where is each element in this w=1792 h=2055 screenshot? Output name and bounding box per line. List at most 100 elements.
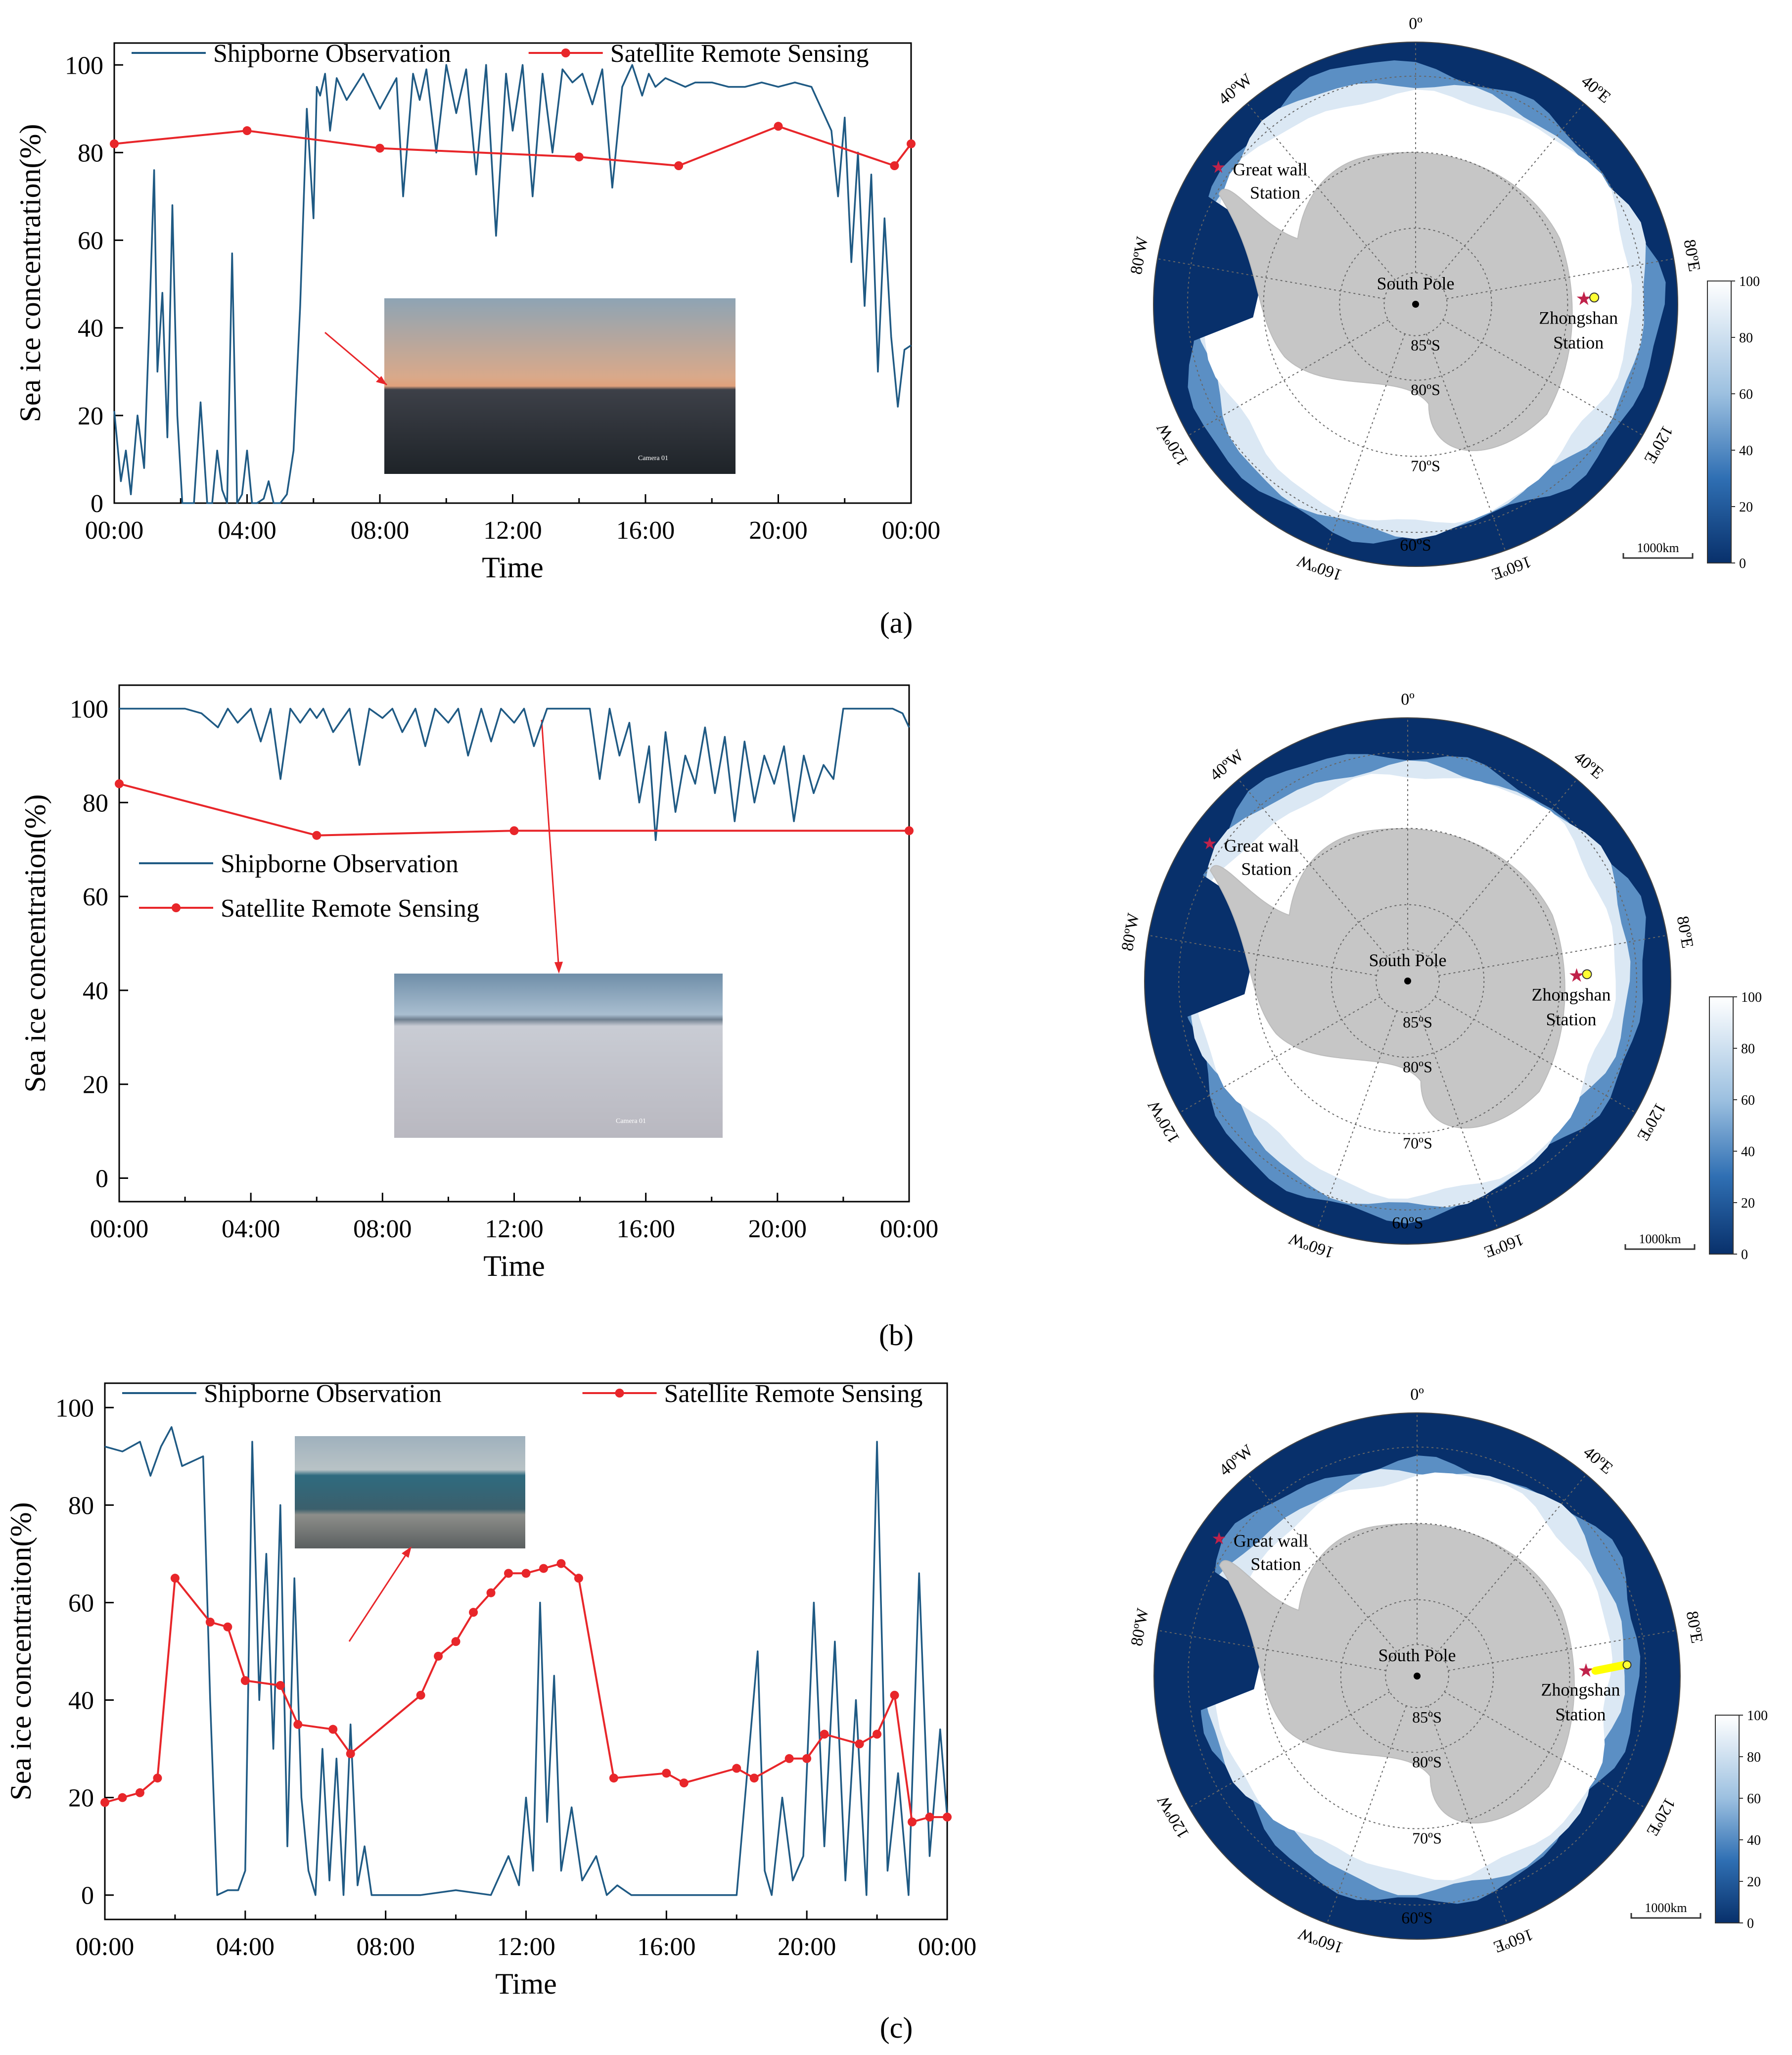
latitude-circle	[1331, 904, 1485, 1058]
y-tick-label: 0	[81, 1882, 94, 1910]
photo-arrow-b	[541, 719, 560, 971]
y-axis-label: Sea ice concentration(%)	[19, 794, 51, 1092]
satellite-point	[674, 161, 684, 170]
zhongshan-label-line2: Station	[1555, 1704, 1606, 1724]
camera-photo-c	[295, 1436, 525, 1548]
shipborne-series-line	[113, 64, 912, 504]
meridian-line	[1325, 333, 1406, 551]
satellite-point	[574, 152, 584, 162]
latitude-label: 70ºS	[1412, 1829, 1442, 1847]
zhongshan-marker: ★	[1577, 1660, 1594, 1681]
satellite-point	[100, 1798, 109, 1807]
x-tick-label: 04:00	[216, 1933, 275, 1961]
pole-marker	[1414, 1673, 1421, 1680]
zhongshan-label-line2: Station	[1553, 332, 1604, 352]
ship-position	[1622, 1660, 1632, 1670]
map-a: South Pole 85ºS 80ºS 70ºS 0º 40ºE 80ºE 120ºE 160…	[1127, 15, 1760, 585]
x-tick-label: 00:00	[882, 516, 940, 545]
x-tick-label: 20:00	[748, 1215, 807, 1243]
scalebar	[1624, 1244, 1696, 1250]
ship-track	[1591, 1661, 1629, 1675]
legend-shipborne-label: Shipborne Observation	[204, 1380, 442, 1408]
longitude-label: 60ºS	[1392, 1214, 1423, 1232]
scalebar	[1630, 1913, 1701, 1919]
longitude-label: 0º	[1409, 15, 1423, 33]
latitude-circle	[1178, 751, 1637, 1211]
colorbar-tick-label: 80	[1747, 1750, 1761, 1765]
legend-satellite-marker	[615, 1389, 624, 1398]
open-water	[1145, 836, 1263, 1034]
x-tick-label: 00:00	[880, 1215, 938, 1243]
latitude-circle	[1340, 1599, 1494, 1753]
great-wall-marker: ★	[1211, 158, 1226, 177]
scalebar	[1622, 553, 1694, 559]
satellite-point	[908, 1817, 917, 1826]
longitude-label: 160ºE	[1482, 1230, 1526, 1261]
x-tick-label: 04:00	[218, 516, 276, 545]
satellite-point	[469, 1608, 478, 1617]
y-tick-label: 100	[65, 51, 103, 80]
colorbar-tick-label: 0	[1747, 1916, 1754, 1931]
x-tick-label: 16:00	[616, 1215, 675, 1243]
pole-label: South Pole	[1369, 950, 1446, 970]
longitude-label: 80ºW	[1128, 1606, 1152, 1647]
meridian-line	[1317, 1010, 1398, 1229]
map-b: South Pole 85ºS 80ºS 70ºS 0º 40ºE 80ºE 120ºE 160…	[1118, 690, 1762, 1262]
satellite-point	[521, 1569, 531, 1578]
pole-label: South Pole	[1378, 1645, 1456, 1665]
longitude-label: 60ºS	[1401, 1909, 1432, 1927]
satellite-point	[240, 1676, 250, 1685]
plot-frame	[104, 1382, 948, 1920]
caption-c: (c)	[879, 2011, 913, 2044]
satellite-point	[679, 1778, 689, 1788]
great-wall-marker: ★	[1202, 835, 1217, 853]
latitude-label: 70ºS	[1411, 457, 1440, 474]
satellite-point	[749, 1774, 759, 1783]
y-axis-label: Sea ice concentraiton(%)	[4, 1502, 37, 1800]
photo-arrow-c	[348, 1548, 411, 1642]
scalebar-label: 1000km	[1645, 1901, 1687, 1915]
satellite-point	[784, 1754, 794, 1763]
y-tick-label: 40	[78, 315, 103, 343]
plot-frame	[113, 42, 912, 504]
x-tick-label: 16:00	[637, 1933, 695, 1961]
longitude-label: 60ºS	[1400, 536, 1431, 555]
satellite-point	[662, 1769, 671, 1778]
x-tick-label: 20:00	[778, 1933, 836, 1961]
x-tick-label: 20:00	[749, 516, 807, 545]
camera-label-b: Camera 01	[616, 1118, 646, 1125]
pole-marker	[1412, 301, 1419, 308]
sea-ice-pack	[1195, 774, 1616, 1199]
y-tick-label: 80	[83, 789, 108, 817]
y-tick-label: 20	[78, 402, 103, 430]
latitude-circle	[1339, 228, 1492, 381]
y-tick-label: 40	[68, 1687, 94, 1715]
x-tick-label: 08:00	[353, 1215, 412, 1243]
meridian-line	[1437, 1474, 1587, 1652]
latitude-circle	[1383, 272, 1448, 336]
satellite-point	[242, 126, 252, 136]
satellite-point	[539, 1564, 548, 1573]
sea-ice-edge	[1179, 754, 1646, 1224]
longitude-label: 80ºW	[1118, 911, 1143, 952]
map-c: South Pole 85ºS 80ºS 70ºS 0º 40ºE 80ºE 120ºE 160…	[1128, 1385, 1768, 1957]
colorbar-tick-label: 60	[1741, 1093, 1755, 1108]
satellite-point	[732, 1764, 741, 1773]
x-tick-label: 00:00	[76, 1933, 134, 1961]
y-tick-label: 20	[68, 1784, 94, 1813]
satellite-point	[135, 1788, 144, 1797]
legend-satellite-label: Satellite Remote Sensing	[221, 894, 479, 923]
latitude-circle	[1376, 949, 1440, 1013]
zhongshan-marker: ★	[1568, 965, 1585, 986]
satellite-point	[110, 139, 119, 148]
colorbar-tick-label: 60	[1747, 1791, 1761, 1807]
open-water	[1154, 1531, 1273, 1729]
camera-photo-b: Camera 01	[394, 974, 723, 1138]
meridian-line	[1179, 996, 1381, 1113]
pole-label: South Pole	[1377, 274, 1454, 293]
satellite-point	[556, 1559, 566, 1568]
colorbar-tick-label: 100	[1739, 274, 1760, 289]
colorbar-tick-label: 40	[1741, 1144, 1755, 1160]
x-tick-label: 00:00	[85, 516, 143, 545]
